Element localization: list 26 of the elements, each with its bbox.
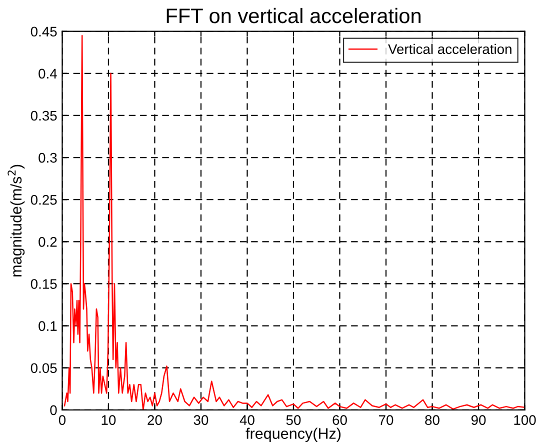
x-tick-label: 100 [514,415,536,425]
y-tick-label: 0.4 [38,68,57,79]
x-axis-title: frequency(Hz) [246,428,341,442]
chart-title: FFT on vertical acceleration [166,8,420,24]
x-tick-label: 90 [471,415,486,425]
y-tick-label: 0.25 [30,194,57,205]
y-tick-label: 0.15 [30,279,57,289]
x-tick-label: 0 [58,415,66,425]
x-tick-label: 20 [148,415,162,425]
y-tick-label: 0.3 [38,152,57,163]
x-tick-label: 50 [286,415,301,425]
y-tick-label: 0 [50,405,57,416]
y-tick-label: 0.1 [38,321,57,331]
y-axis-title: magnitude(m/s$^{2}$) [8,164,25,276]
x-tick-label: 60 [332,415,347,425]
y-tick-label: 0.35 [30,110,57,121]
legend-label: Vertical acceleration [388,44,512,54]
y-tick-label: 0.45 [30,26,57,37]
y-tick-label: 0.05 [30,363,57,374]
y-tick-label: 0.2 [38,237,57,247]
line-series [64,34,525,410]
x-tick-label: 30 [194,415,208,425]
x-tick-label: 70 [378,415,394,425]
x-tick-label: 10 [102,415,116,425]
x-tick-label: 40 [240,415,254,425]
x-tick-label: 80 [425,415,440,425]
